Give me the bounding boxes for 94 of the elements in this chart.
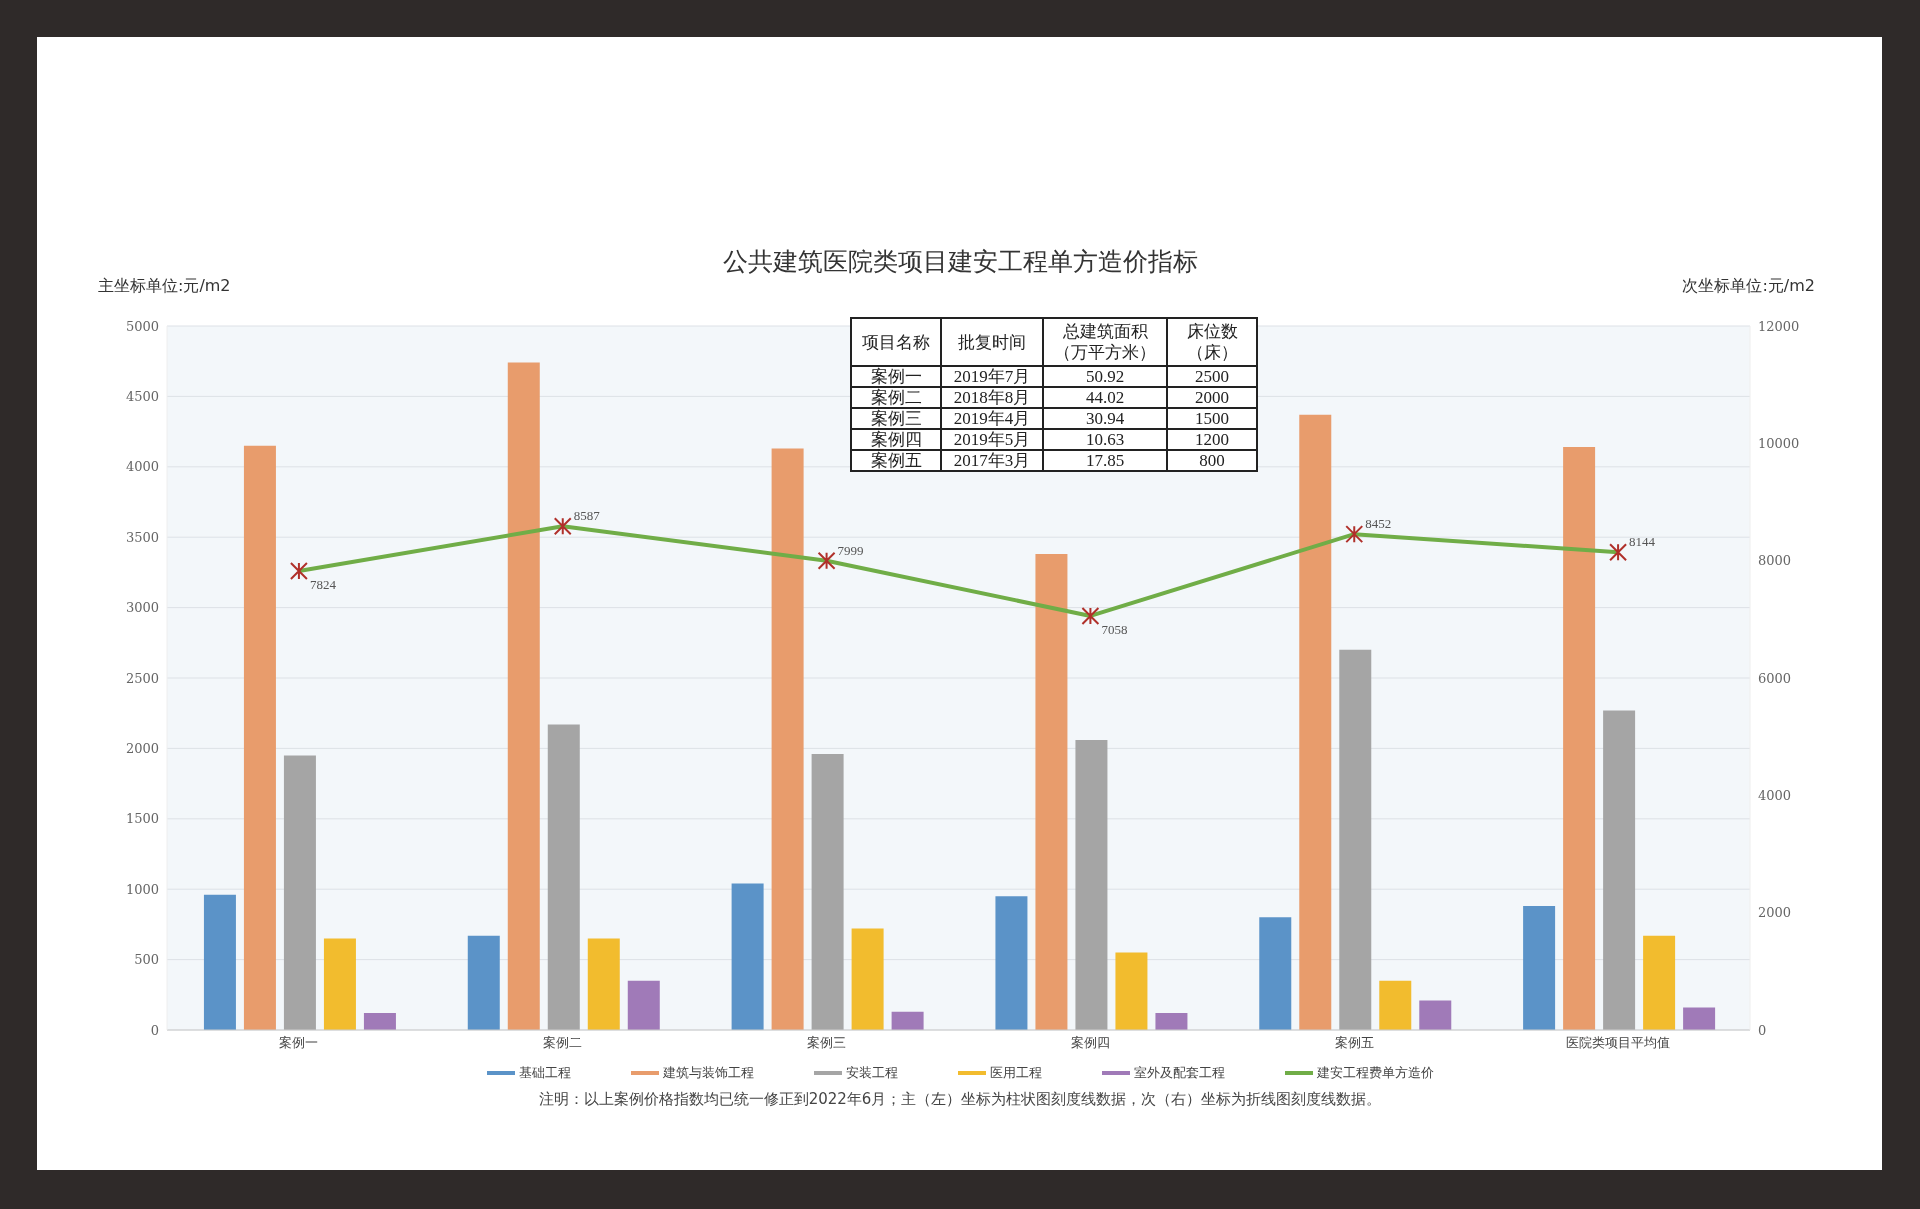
annotation: 17.85 bbox=[1043, 450, 1167, 471]
bar bbox=[243, 445, 276, 1030]
bar bbox=[891, 1011, 924, 1030]
bar bbox=[1259, 917, 1292, 1030]
bar bbox=[1523, 906, 1556, 1030]
annotation: 800 bbox=[1167, 450, 1257, 471]
y2-tick-label: 8000 bbox=[1758, 553, 1792, 569]
bar bbox=[731, 883, 764, 1030]
annotation: 50.92 bbox=[1043, 366, 1167, 387]
y2-tick-label: 2000 bbox=[1758, 905, 1792, 921]
legend-label: 建筑与装饰工程 bbox=[661, 1064, 754, 1082]
x-tick-label: 案例一 bbox=[279, 1035, 319, 1051]
annotation: 30.94 bbox=[1043, 408, 1167, 429]
legend-label: 安装工程 bbox=[844, 1064, 898, 1082]
data-label: 8144 bbox=[1629, 534, 1656, 550]
annotation: 2019年7月 bbox=[941, 366, 1043, 387]
annotation: 案例一 bbox=[851, 366, 941, 387]
y-tick-label: 2500 bbox=[125, 670, 159, 686]
x-tick-label: 案例二 bbox=[543, 1035, 583, 1051]
bar bbox=[1563, 447, 1596, 1030]
text: 注明：以上案例价格指数均已统一修正到2022年6月；主（左）坐标为柱状图刻度线数据，次（右）坐标为折线图刻度线数据。 bbox=[537, 1090, 1383, 1109]
annotation: 案例四 bbox=[851, 429, 941, 450]
bar bbox=[283, 755, 316, 1030]
legend-label: 医用工程 bbox=[988, 1064, 1042, 1082]
bar bbox=[1603, 710, 1636, 1030]
bar bbox=[1299, 414, 1332, 1030]
bar bbox=[363, 1013, 396, 1030]
annotation: 2000 bbox=[1167, 387, 1257, 408]
data-label: 8587 bbox=[573, 508, 601, 524]
x-tick-label: 案例三 bbox=[807, 1035, 847, 1051]
bar bbox=[323, 938, 356, 1030]
bar bbox=[1683, 1007, 1716, 1030]
y2-tick-label: 6000 bbox=[1758, 670, 1792, 686]
y2-tick-label: 12000 bbox=[1758, 318, 1800, 334]
y2-tick-label: 4000 bbox=[1758, 787, 1792, 803]
y-tick-label: 4500 bbox=[125, 389, 159, 405]
annotation: 床位数（床） bbox=[1167, 318, 1257, 366]
annotation: 1500 bbox=[1167, 408, 1257, 429]
annotation: 10.63 bbox=[1043, 429, 1167, 450]
bar bbox=[1419, 1000, 1452, 1030]
bar bbox=[203, 894, 236, 1030]
annotation: 2500 bbox=[1167, 366, 1257, 387]
bar bbox=[1155, 1013, 1188, 1030]
y2-tick-label: 0 bbox=[1758, 1022, 1767, 1038]
y-tick-label: 1000 bbox=[125, 881, 159, 897]
bar bbox=[995, 896, 1028, 1030]
bar bbox=[507, 362, 540, 1030]
y-tick-label: 3500 bbox=[125, 529, 159, 545]
annotation: 案例二 bbox=[851, 387, 941, 408]
bar bbox=[587, 938, 620, 1030]
data-label: 8452 bbox=[1365, 516, 1392, 532]
bar bbox=[1643, 935, 1676, 1030]
annotation: 2017年3月 bbox=[941, 450, 1043, 471]
y2-axis-title: 次坐标单位:元/m2 bbox=[1682, 276, 1815, 297]
bar bbox=[771, 448, 804, 1030]
annotation: 总建筑面积（万平方米） bbox=[1043, 318, 1167, 366]
y-axis-title: 主坐标单位:元/m2 bbox=[98, 276, 231, 297]
annotation: 2019年4月 bbox=[941, 408, 1043, 429]
bar bbox=[811, 754, 844, 1030]
annotation: 案例五 bbox=[851, 450, 941, 471]
annotation: 2019年5月 bbox=[941, 429, 1043, 450]
bar bbox=[1115, 952, 1148, 1030]
y-tick-label: 0 bbox=[150, 1022, 159, 1038]
bar bbox=[1379, 980, 1412, 1030]
bar bbox=[1339, 649, 1372, 1030]
x-tick-label: 案例四 bbox=[1070, 1035, 1110, 1051]
bar bbox=[467, 935, 500, 1030]
bar bbox=[547, 724, 580, 1030]
legend-label: 室外及配套工程 bbox=[1132, 1064, 1225, 1082]
x-tick-label: 医院类项目平均值 bbox=[1566, 1035, 1671, 1051]
annotation: 案例三 bbox=[851, 408, 941, 429]
y2-tick-label: 10000 bbox=[1758, 435, 1800, 451]
y-tick-label: 1500 bbox=[125, 811, 159, 827]
bar bbox=[1075, 739, 1108, 1030]
data-label: 7999 bbox=[837, 542, 864, 558]
chart-title: 公共建筑医院类项目建安工程单方造价指标 bbox=[722, 247, 1198, 276]
y-tick-label: 5000 bbox=[125, 318, 159, 334]
y-tick-label: 4000 bbox=[125, 459, 159, 475]
y-tick-label: 2000 bbox=[125, 741, 159, 757]
bar bbox=[627, 980, 660, 1030]
annotation: 44.02 bbox=[1043, 387, 1167, 408]
data-label: 7824 bbox=[309, 576, 337, 592]
y-tick-label: 500 bbox=[134, 952, 159, 968]
data-label: 7058 bbox=[1101, 621, 1128, 637]
x-tick-label: 案例五 bbox=[1334, 1035, 1374, 1051]
annotation: 批复时间 bbox=[941, 318, 1043, 366]
bar bbox=[851, 928, 884, 1030]
legend-label: 基础工程 bbox=[517, 1064, 571, 1082]
annotation: 项目名称 bbox=[851, 318, 941, 366]
legend-label: 建安工程费单方造价 bbox=[1315, 1064, 1434, 1082]
y-tick-label: 3000 bbox=[125, 600, 159, 616]
annotation: 2018年8月 bbox=[941, 387, 1043, 408]
bar bbox=[1035, 554, 1068, 1030]
annotation: 1200 bbox=[1167, 429, 1257, 450]
